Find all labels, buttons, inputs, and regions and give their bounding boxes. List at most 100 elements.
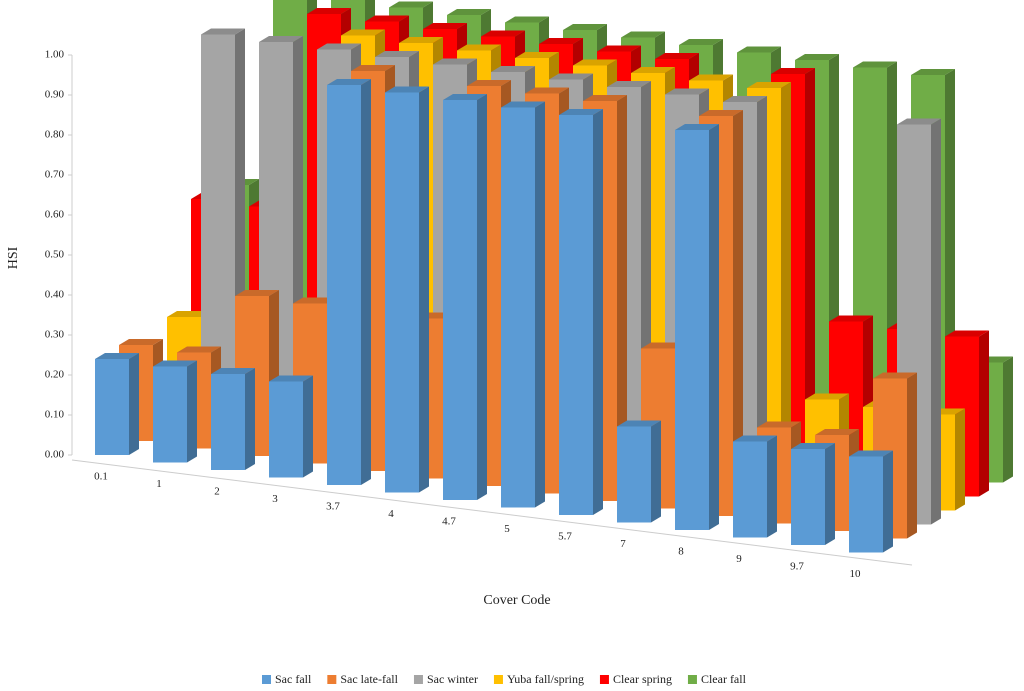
bar-top	[259, 36, 303, 42]
legend-label: Clear spring	[613, 672, 672, 686]
bar-side	[419, 86, 429, 493]
bar-side	[767, 435, 777, 538]
bar-top	[549, 73, 593, 80]
bar	[675, 130, 709, 530]
bar-top	[365, 15, 409, 22]
bar-top	[167, 311, 211, 317]
y-tick-label: 0.40	[45, 289, 65, 301]
bar-top	[211, 368, 255, 374]
bar	[211, 374, 245, 470]
bar-side	[187, 360, 197, 463]
bar-top	[307, 8, 351, 14]
x-tick-label: 9.7	[790, 561, 804, 573]
bar-side	[477, 94, 487, 500]
bar-side	[617, 95, 627, 501]
bar-top	[655, 53, 699, 59]
bar-side	[361, 79, 371, 485]
bar-top	[583, 95, 627, 101]
bar-side	[593, 109, 603, 515]
bar-top	[689, 74, 733, 81]
bar-top	[201, 28, 245, 35]
x-tick-label: 3.7	[326, 501, 340, 513]
legend-label: Yuba fall/spring	[507, 672, 584, 686]
bar-group	[559, 109, 603, 515]
legend-label: Clear fall	[701, 672, 747, 686]
bar-top	[617, 420, 661, 427]
bar-group	[211, 368, 255, 470]
bar-top	[897, 118, 941, 125]
legend-label: Sac fall	[275, 672, 312, 686]
bar-side	[955, 408, 965, 511]
y-tick-label: 0.20	[45, 369, 65, 381]
bar	[443, 100, 477, 500]
y-tick-label: 1.00	[45, 49, 65, 61]
bar-top	[747, 82, 791, 88]
bar-top	[327, 79, 371, 85]
bar-top	[737, 46, 781, 53]
bar-group	[501, 101, 545, 508]
bar-group	[617, 420, 661, 523]
bar-side	[303, 375, 313, 478]
x-tick-label: 0.1	[94, 471, 108, 483]
bar-top	[95, 353, 139, 359]
bar-side	[883, 450, 893, 553]
y-tick-label: 0.60	[45, 209, 65, 221]
bar-top	[665, 88, 709, 95]
y-axis-title: HSI	[6, 246, 21, 269]
bar-side	[129, 353, 139, 455]
legend-swatch	[327, 675, 337, 684]
bar	[153, 366, 187, 463]
bar	[849, 456, 883, 553]
bar-top	[481, 30, 525, 37]
bar	[95, 359, 129, 455]
x-tick-label: 1	[156, 478, 162, 490]
bar-top	[119, 339, 163, 345]
bar-top	[641, 342, 685, 349]
bar-top	[675, 124, 719, 130]
x-tick-label: 5	[504, 523, 510, 535]
bar-top	[399, 37, 443, 43]
bar-group	[269, 375, 313, 478]
bar-top	[805, 393, 849, 400]
bar-side	[1003, 356, 1013, 483]
x-tick-label: 9	[736, 553, 742, 565]
bar-top	[539, 38, 583, 44]
bar-group	[791, 443, 835, 545]
bar-group	[95, 353, 139, 455]
bar-top	[849, 450, 893, 457]
bar-top	[341, 29, 385, 36]
bar-top	[443, 94, 487, 100]
x-tick-label: 5.7	[558, 531, 572, 543]
bar-top	[525, 87, 569, 94]
bar-group	[849, 450, 893, 553]
bar-top	[815, 429, 859, 435]
bar-top	[795, 54, 839, 60]
bar-side	[733, 110, 743, 516]
bar	[617, 426, 651, 523]
bar	[327, 85, 361, 485]
bar-top	[505, 16, 549, 23]
bar-side	[979, 330, 989, 497]
bar-top	[723, 96, 767, 102]
bar-top	[433, 58, 477, 65]
bar-top	[501, 101, 545, 108]
bar-top	[563, 24, 607, 30]
bar	[269, 381, 303, 478]
bar	[733, 441, 767, 538]
bar-top	[573, 59, 617, 66]
x-tick-label: 3	[272, 493, 278, 505]
bar-top	[269, 375, 313, 382]
bar-top	[733, 435, 777, 442]
bar-top	[515, 52, 559, 58]
bar-top	[597, 45, 641, 52]
y-tick-label: 0.80	[45, 129, 65, 141]
bar	[385, 92, 419, 493]
bar-group	[153, 360, 197, 463]
y-tick-label: 0.00	[45, 449, 65, 461]
bar-top	[235, 290, 279, 296]
y-tick-label: 0.50	[45, 249, 65, 261]
y-tick-label: 0.90	[45, 89, 65, 101]
bar-side	[709, 124, 719, 530]
x-tick-label: 4	[388, 508, 394, 520]
bar-top	[351, 65, 395, 71]
